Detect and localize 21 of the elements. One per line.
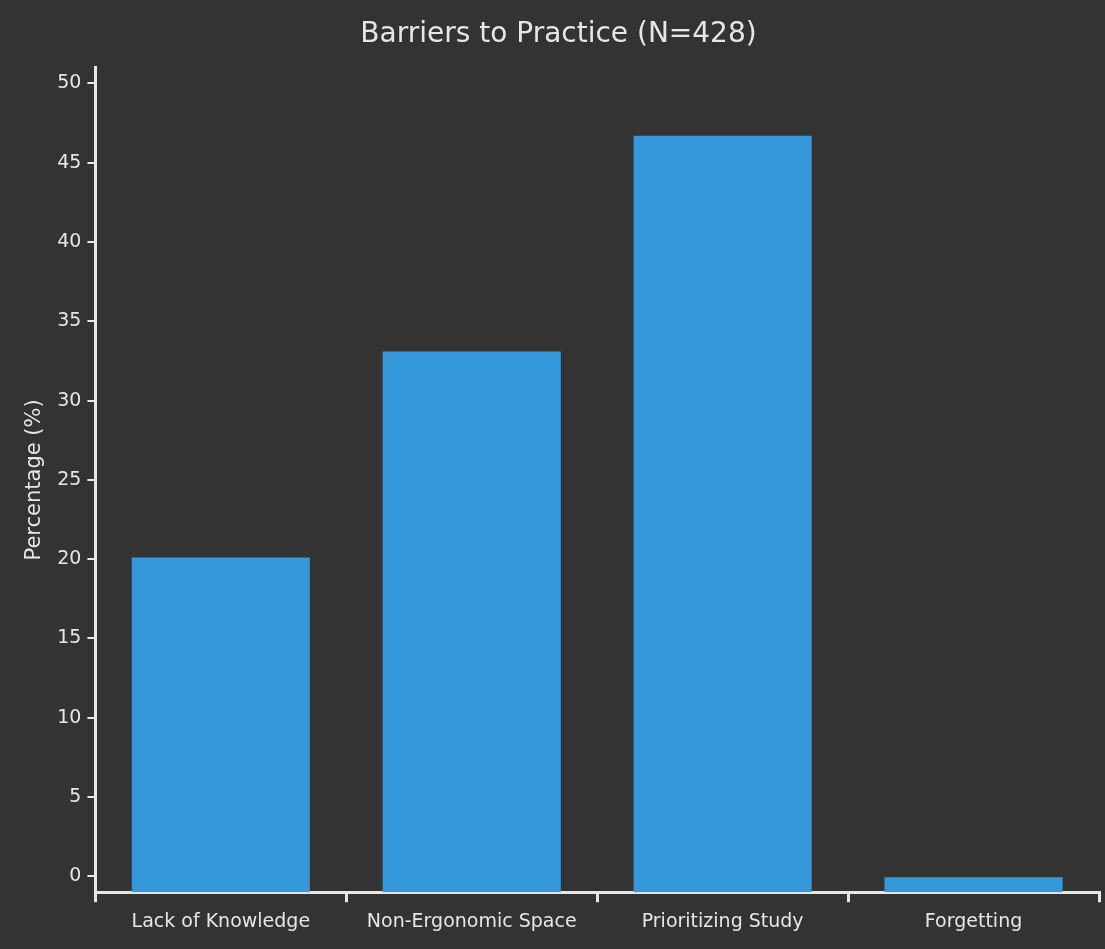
x-tick-label: Forgetting	[924, 908, 1023, 931]
y-tick-label: 30	[57, 387, 82, 410]
y-tick-label: 15	[57, 625, 82, 648]
y-tick-label: 25	[57, 466, 82, 489]
y-tick-label: 5	[69, 783, 82, 806]
y-tick-label: 45	[57, 149, 82, 172]
y-tick-label: 10	[57, 704, 82, 727]
bar	[633, 135, 812, 893]
bar	[382, 351, 561, 893]
x-tick-label: Non-Ergonomic Space	[366, 908, 577, 931]
bar	[131, 557, 310, 893]
bar	[884, 877, 1063, 893]
y-tick-label: 50	[57, 70, 82, 93]
x-tick-label: Lack of Knowledge	[131, 908, 311, 931]
chart-title: Barriers to Practice (N=428)	[360, 16, 757, 50]
x-tick-label: Prioritizing Study	[641, 908, 804, 931]
y-axis-title: Percentage (%)	[21, 399, 46, 561]
y-tick-label: 40	[57, 228, 82, 251]
y-tick-label: 0	[69, 863, 82, 886]
y-tick-label: 35	[57, 308, 82, 331]
y-tick-label: 20	[57, 546, 82, 569]
